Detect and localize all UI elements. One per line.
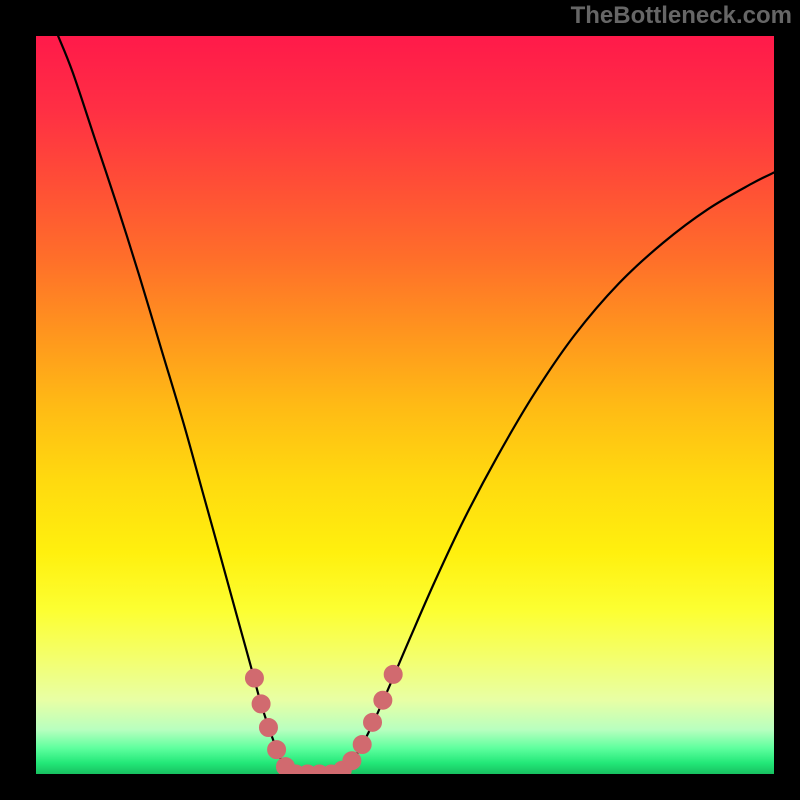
marker-point xyxy=(353,735,371,753)
marker-point xyxy=(245,669,263,687)
marker-point xyxy=(384,665,402,683)
plot-area xyxy=(36,36,774,774)
marker-point xyxy=(259,719,277,737)
marker-point xyxy=(374,691,392,709)
marker-point xyxy=(268,741,286,759)
marker-point xyxy=(252,695,270,713)
marker-point xyxy=(364,713,382,731)
attribution-text: TheBottleneck.com xyxy=(571,2,792,30)
bottleneck-chart xyxy=(0,0,800,800)
marker-point xyxy=(343,752,361,770)
